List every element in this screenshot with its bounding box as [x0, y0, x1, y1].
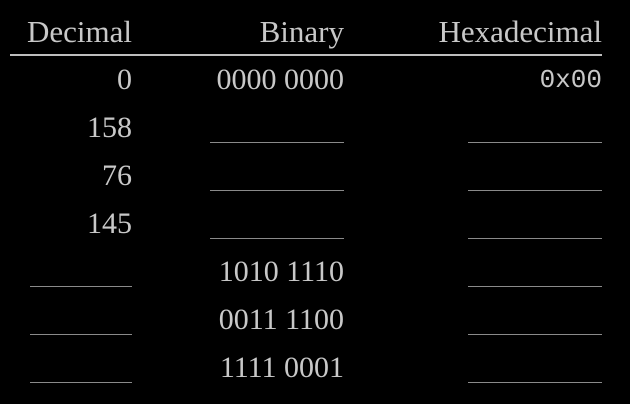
header-hexadecimal: Hexadecimal [438, 13, 602, 49]
table-header: Decimal Binary Hexadecimal [10, 8, 602, 56]
binary-blank[interactable] [210, 120, 344, 143]
hex-cell [344, 161, 602, 191]
binary-blank[interactable] [210, 216, 344, 239]
binary-cell [132, 113, 344, 143]
hex-value: 0x00 [539, 65, 602, 95]
header-binary: Binary [259, 13, 344, 49]
decimal-cell: 158 [10, 113, 132, 143]
hex-blank[interactable] [468, 360, 602, 383]
table-row: 145 [10, 200, 602, 248]
decimal-value: 158 [87, 111, 132, 144]
header-decimal: Decimal [26, 13, 132, 49]
hex-cell [344, 209, 602, 239]
decimal-blank[interactable] [30, 360, 132, 383]
conversion-table: Decimal Binary Hexadecimal 0 0000 0000 0… [10, 8, 602, 392]
hex-blank[interactable] [468, 216, 602, 239]
hex-cell [344, 353, 602, 383]
table-row: 158 [10, 104, 602, 152]
decimal-cell: 76 [10, 161, 132, 191]
decimal-value: 145 [87, 207, 132, 240]
decimal-blank[interactable] [30, 312, 132, 335]
hex-cell: 0x00 [344, 67, 602, 93]
decimal-blank[interactable] [30, 264, 132, 287]
decimal-value: 76 [102, 159, 132, 192]
binary-value: 1111 0001 [219, 351, 344, 384]
hex-blank[interactable] [468, 120, 602, 143]
hex-blank[interactable] [468, 168, 602, 191]
decimal-cell [10, 305, 132, 335]
binary-cell: 1111 0001 [132, 353, 344, 383]
hex-cell [344, 257, 602, 287]
hex-blank[interactable] [468, 264, 602, 287]
table-row: 1111 0001 [10, 344, 602, 392]
table-row: 76 [10, 152, 602, 200]
binary-cell: 0011 1100 [132, 305, 344, 335]
hex-blank[interactable] [468, 312, 602, 335]
binary-blank[interactable] [210, 168, 344, 191]
binary-cell: 1010 1110 [132, 257, 344, 287]
decimal-value: 0 [117, 63, 132, 96]
hex-cell [344, 305, 602, 335]
table-row: 0 0000 0000 0x00 [10, 56, 602, 104]
binary-value: 0011 1100 [218, 303, 344, 336]
binary-cell [132, 209, 344, 239]
hex-cell [344, 113, 602, 143]
decimal-cell: 0 [10, 65, 132, 95]
table-row: 0011 1100 [10, 296, 602, 344]
table-row: 1010 1110 [10, 248, 602, 296]
binary-cell [132, 161, 344, 191]
binary-value: 0000 0000 [216, 63, 345, 96]
decimal-cell [10, 257, 132, 287]
decimal-cell [10, 353, 132, 383]
binary-value: 1010 1110 [218, 255, 344, 288]
decimal-cell: 145 [10, 209, 132, 239]
binary-cell: 0000 0000 [132, 63, 345, 96]
